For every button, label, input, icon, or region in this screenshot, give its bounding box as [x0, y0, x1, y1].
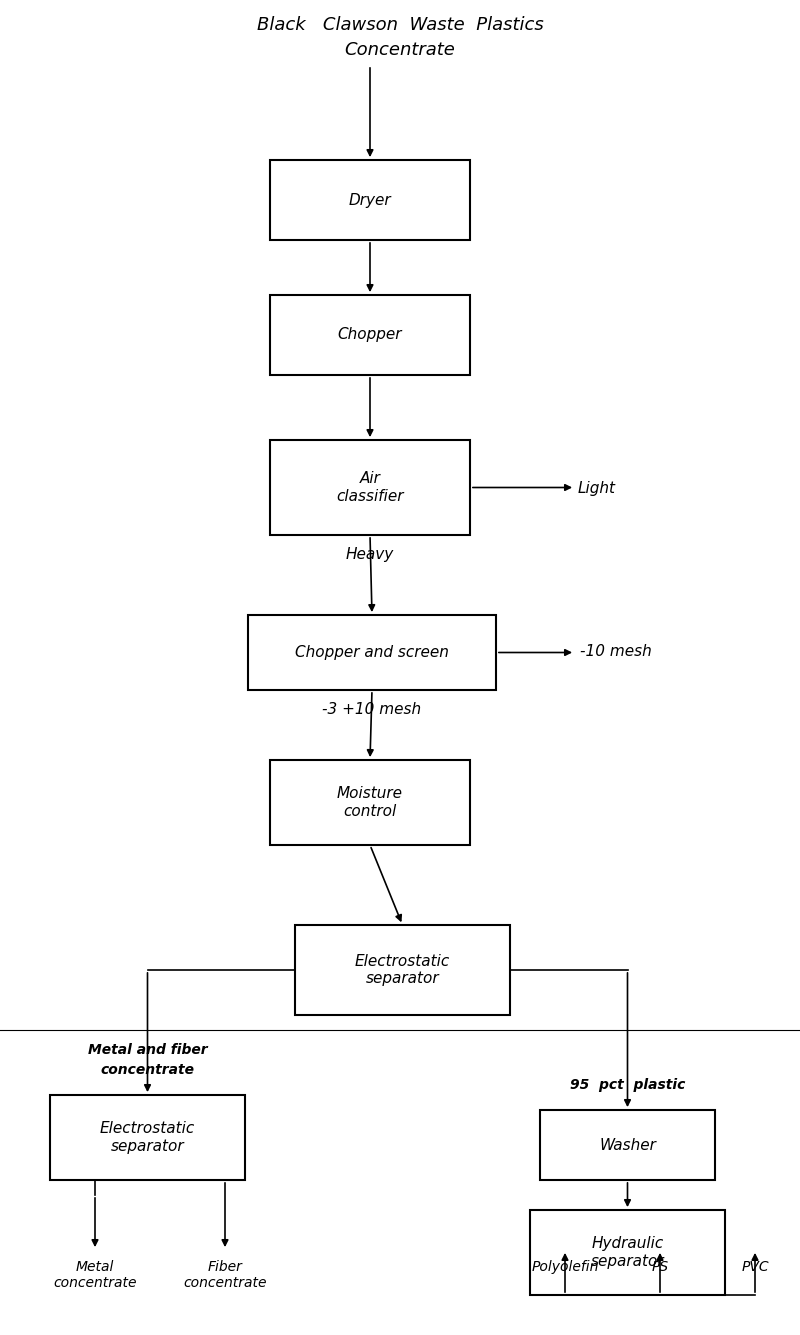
Bar [248, 615, 496, 690]
Text: -10 mesh: -10 mesh [580, 645, 652, 659]
Text: Electrostatic
separator: Electrostatic separator [355, 953, 450, 987]
Text: Electrostatic
separator: Electrostatic separator [100, 1121, 195, 1153]
Bar [540, 1109, 715, 1180]
Text: Concentrate: Concentrate [345, 41, 455, 59]
Bar [270, 295, 470, 375]
Text: -3 +10 mesh: -3 +10 mesh [322, 702, 422, 717]
Text: Metal and fiber: Metal and fiber [88, 1043, 207, 1057]
Text: Washer: Washer [599, 1137, 656, 1152]
Text: Chopper and screen: Chopper and screen [295, 645, 449, 659]
Text: Moisture
control: Moisture control [337, 786, 403, 818]
Text: Black   Clawson  Waste  Plastics: Black Clawson Waste Plastics [257, 16, 543, 33]
Text: Hydraulic
separator: Hydraulic separator [590, 1236, 664, 1268]
Text: PS: PS [651, 1260, 669, 1274]
Text: Polyolefin: Polyolefin [531, 1260, 598, 1274]
Bar [270, 160, 470, 240]
Text: Metal
concentrate: Metal concentrate [54, 1260, 137, 1290]
Bar [270, 760, 470, 845]
Bar [270, 441, 470, 535]
Text: 95  pct  plastic: 95 pct plastic [570, 1077, 685, 1092]
Text: Light: Light [578, 481, 616, 495]
Bar [50, 1095, 245, 1180]
Bar [530, 1210, 725, 1295]
Text: concentrate: concentrate [101, 1063, 194, 1077]
Text: Fiber
concentrate: Fiber concentrate [183, 1260, 266, 1290]
Text: Heavy: Heavy [346, 547, 394, 562]
Text: Air
classifier: Air classifier [336, 471, 404, 503]
Text: Dryer: Dryer [349, 192, 391, 207]
Bar [295, 925, 510, 1015]
Text: PVC: PVC [741, 1260, 769, 1274]
Text: Chopper: Chopper [338, 327, 402, 343]
